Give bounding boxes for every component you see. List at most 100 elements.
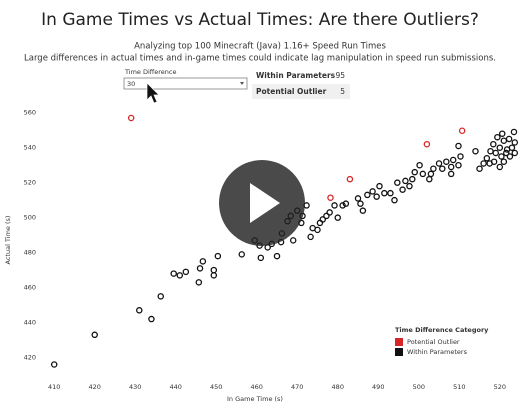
point	[506, 153, 514, 160]
filter-label: Time Difference	[124, 68, 176, 76]
point	[331, 202, 338, 209]
point	[511, 139, 519, 146]
point	[487, 147, 494, 155]
point	[170, 270, 177, 277]
x-tick-label: 410	[48, 383, 60, 391]
x-tick-label: 440	[170, 383, 182, 391]
filter-dropdown[interactable]	[123, 77, 248, 90]
point	[314, 226, 321, 234]
point	[210, 272, 218, 279]
point	[443, 158, 450, 165]
point	[430, 165, 437, 172]
point	[273, 252, 281, 260]
point	[238, 251, 246, 258]
point	[50, 361, 58, 368]
point	[381, 189, 388, 197]
point	[376, 182, 383, 190]
point	[505, 135, 513, 143]
point	[490, 140, 497, 148]
point	[326, 209, 333, 216]
y-tick-label: 500	[24, 214, 36, 222]
y-tick-label: 480	[24, 249, 36, 257]
point	[354, 195, 362, 202]
point	[364, 191, 371, 199]
point	[476, 165, 483, 172]
point	[257, 254, 265, 262]
point	[457, 153, 464, 160]
point	[496, 144, 504, 151]
point	[511, 149, 519, 157]
point	[455, 142, 462, 150]
point	[342, 200, 350, 207]
point	[214, 252, 222, 260]
point	[498, 130, 506, 137]
point	[492, 149, 499, 157]
point	[402, 177, 409, 185]
summary-row	[252, 84, 350, 99]
point	[182, 268, 190, 276]
point	[373, 193, 380, 200]
plot: 410 420 430 440 450 460 470 480 490 500 510 520 420 4…	[24, 109, 519, 391]
point	[447, 170, 455, 178]
y-tick-label: 440	[24, 319, 36, 327]
legend-title: Time Difference Category	[395, 326, 489, 334]
point	[435, 160, 443, 167]
point	[500, 137, 508, 144]
legend-label: Potential Outlier	[407, 338, 460, 346]
point	[136, 307, 143, 314]
point	[439, 165, 446, 172]
summary-value: 95	[335, 71, 345, 80]
point	[496, 163, 504, 171]
point	[419, 170, 427, 178]
play-button[interactable]	[219, 160, 305, 246]
point	[416, 161, 423, 169]
x-tick-label: 500	[413, 383, 425, 391]
x-tick-label: 450	[210, 383, 222, 391]
point	[289, 237, 297, 244]
filter-value: 30	[127, 80, 135, 88]
x-tick-label: 420	[89, 383, 101, 391]
x-tick-label: 520	[494, 383, 506, 391]
point	[394, 179, 401, 186]
legend-swatch	[395, 348, 403, 356]
point	[480, 160, 487, 167]
x-tick-label: 470	[291, 383, 303, 391]
point	[426, 175, 433, 183]
point	[323, 212, 330, 220]
legend-swatch	[395, 338, 403, 346]
x-tick-label: 490	[372, 383, 384, 391]
x-tick-label: 460	[251, 383, 263, 391]
point	[157, 293, 164, 300]
point	[503, 149, 510, 157]
point	[357, 200, 364, 207]
summary-row	[252, 68, 350, 83]
point	[391, 196, 398, 204]
y-tick-label: 420	[24, 354, 36, 362]
point	[127, 114, 135, 122]
point	[327, 194, 334, 201]
point	[409, 175, 416, 183]
cursor	[146, 82, 160, 104]
point	[483, 154, 491, 162]
point	[510, 128, 518, 136]
point	[423, 140, 431, 148]
legend-label: Within Parameters	[407, 348, 468, 356]
point	[500, 158, 508, 165]
point	[503, 146, 511, 153]
point	[307, 233, 314, 241]
summary-label: Potential Outlier	[256, 87, 327, 96]
y-tick-label: 540	[24, 144, 36, 152]
dropdown-arrow	[240, 82, 244, 85]
play-icon	[250, 183, 280, 223]
y-axis-title: Actual Time (s)	[4, 216, 12, 265]
point	[455, 161, 462, 169]
point	[427, 170, 435, 178]
x-axis-title: In Game Time (s)	[227, 395, 283, 403]
point	[339, 202, 346, 209]
point	[406, 182, 413, 190]
point	[334, 214, 342, 221]
x-tick-label: 480	[332, 383, 344, 391]
point	[196, 265, 204, 272]
y-tick-label: 460	[24, 284, 36, 292]
